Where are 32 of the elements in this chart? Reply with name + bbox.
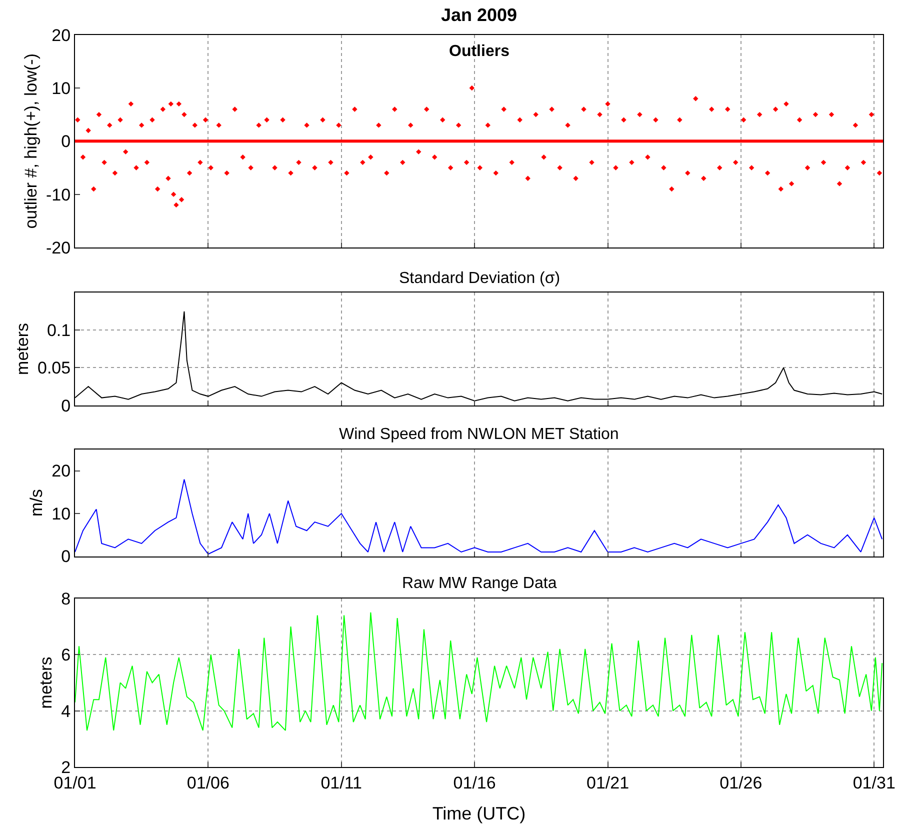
y-tick-label: -10 xyxy=(46,185,71,204)
y-tick-label: 0.1 xyxy=(46,321,71,340)
chart-title: Wind Speed from NWLON MET Station xyxy=(339,426,619,443)
line-series xyxy=(75,478,883,555)
x-tick-label: 01/16 xyxy=(453,773,496,792)
line-series xyxy=(75,612,883,731)
x-tick-label: 01/06 xyxy=(186,773,230,792)
x-axis-title: Time (UTC) xyxy=(432,804,526,824)
y-tick-label: 0 xyxy=(61,547,71,566)
x-tick-label: 01/26 xyxy=(720,773,762,792)
y-tick-label: 0 xyxy=(61,396,71,416)
y-tick-label: 10 xyxy=(52,78,71,98)
x-tick-label: 01/11 xyxy=(320,773,362,792)
y-tick-label: -20 xyxy=(46,238,71,258)
x-tick-label: 01/21 xyxy=(586,773,630,792)
y-tick-label: 10 xyxy=(52,504,71,524)
chart-title: Raw MW Range Data xyxy=(402,575,557,592)
y-tick-label: 6 xyxy=(61,646,71,665)
y-tick-label: 0.05 xyxy=(38,358,71,378)
y-axis-title: meters xyxy=(36,656,56,709)
y-tick-label: 4 xyxy=(61,702,71,721)
chart-title: Standard Deviation (σ) xyxy=(399,270,560,287)
y-axis-title: meters xyxy=(13,322,32,375)
chart-title: Jan 2009 xyxy=(441,5,518,25)
y-axis-title: outlier #, high(+), low(-) xyxy=(22,54,41,229)
text: Outliers xyxy=(449,43,510,60)
x-tick-label: 01/31 xyxy=(852,773,896,792)
y-tick-label: 8 xyxy=(61,589,71,608)
y-tick-label: 20 xyxy=(52,26,71,45)
y-tick-label: 20 xyxy=(52,462,71,481)
y-axis-title: m/s xyxy=(27,489,46,517)
y-tick-label: 0 xyxy=(61,132,71,152)
